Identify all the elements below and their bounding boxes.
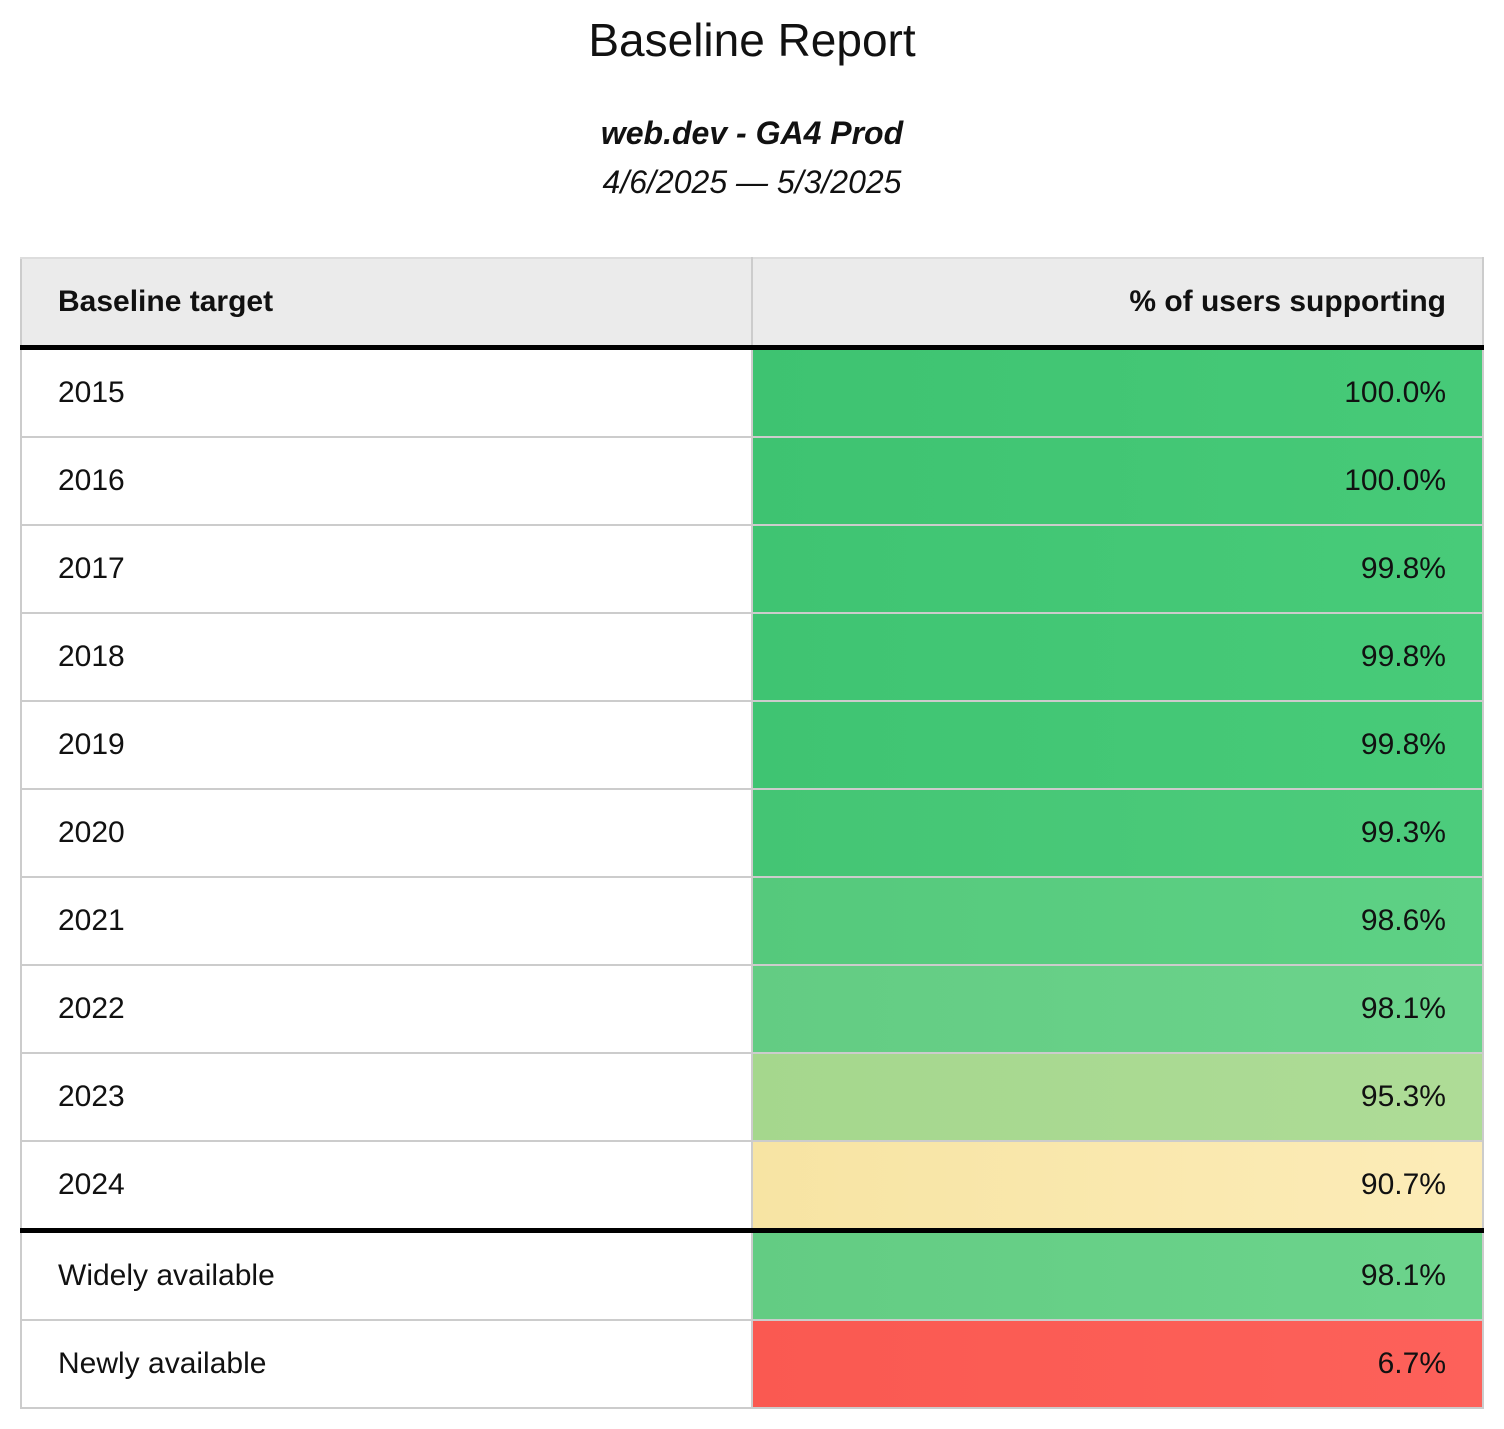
baseline-target-cell: 2017 xyxy=(20,523,753,614)
baseline-target-cell: 2023 xyxy=(20,1051,753,1142)
support-percent-cell: 99.8% xyxy=(751,611,1484,702)
support-percent-cell: 100.0% xyxy=(751,346,1484,438)
table-row-2023: 2023 95.3% xyxy=(20,1051,1484,1142)
baseline-target-cell: 2016 xyxy=(20,435,753,526)
table-row-2022: 2022 98.1% xyxy=(20,963,1484,1054)
baseline-target-cell: 2022 xyxy=(20,963,753,1054)
baseline-target-cell: 2019 xyxy=(20,699,753,790)
support-percent-cell: 99.3% xyxy=(751,787,1484,878)
page-title: Baseline Report xyxy=(588,14,916,66)
table-row-2018: 2018 99.8% xyxy=(20,611,1484,702)
baseline-report-table: Baseline target % of users supporting 20… xyxy=(20,256,1484,1409)
table-row-2017: 2017 99.8% xyxy=(20,523,1484,614)
column-header-baseline-target: Baseline target xyxy=(20,256,753,350)
support-percent-cell: 99.8% xyxy=(751,523,1484,614)
support-percent-cell: 98.1% xyxy=(751,963,1484,1054)
column-header-users-supporting: % of users supporting xyxy=(751,256,1484,350)
support-percent-cell: 95.3% xyxy=(751,1051,1484,1142)
support-percent-cell: 90.7% xyxy=(751,1139,1484,1233)
baseline-target-cell: 2024 xyxy=(20,1139,753,1233)
baseline-target-cell: 2015 xyxy=(20,346,753,438)
baseline-target-cell: 2018 xyxy=(20,611,753,702)
support-percent-cell: 98.6% xyxy=(751,875,1484,966)
table-row-2021: 2021 98.6% xyxy=(20,875,1484,966)
baseline-target-cell: 2021 xyxy=(20,875,753,966)
support-percent-cell: 100.0% xyxy=(751,435,1484,526)
baseline-target-cell: Widely available xyxy=(20,1229,753,1321)
baseline-target-cell: 2020 xyxy=(20,787,753,878)
report-date-range: 4/6/2025 — 5/3/2025 xyxy=(602,163,902,200)
table-row-2019: 2019 99.8% xyxy=(20,699,1484,790)
report-header: Baseline Report web.dev - GA4 Prod 4/6/2… xyxy=(0,14,1504,201)
table-row-2024: 2024 90.7% xyxy=(20,1139,1484,1233)
support-percent-cell: 98.1% xyxy=(751,1229,1484,1321)
table-row-2015: 2015 100.0% xyxy=(20,346,1484,438)
table-row-newly-available: Newly available 6.7% xyxy=(20,1318,1484,1409)
table-body: 2015 100.0% 2016 100.0% 2017 99.8% 2018 … xyxy=(20,346,1484,1409)
table-row-widely-available: Widely available 98.1% xyxy=(20,1229,1484,1321)
table-row-2016: 2016 100.0% xyxy=(20,435,1484,526)
table-header: Baseline target % of users supporting xyxy=(20,256,1484,350)
report-source: web.dev - GA4 Prod xyxy=(600,114,904,151)
header-row: Baseline target % of users supporting xyxy=(20,256,1484,350)
table-row-2020: 2020 99.3% xyxy=(20,787,1484,878)
support-percent-cell: 6.7% xyxy=(751,1318,1484,1409)
baseline-target-cell: Newly available xyxy=(20,1318,753,1409)
support-percent-cell: 99.8% xyxy=(751,699,1484,790)
